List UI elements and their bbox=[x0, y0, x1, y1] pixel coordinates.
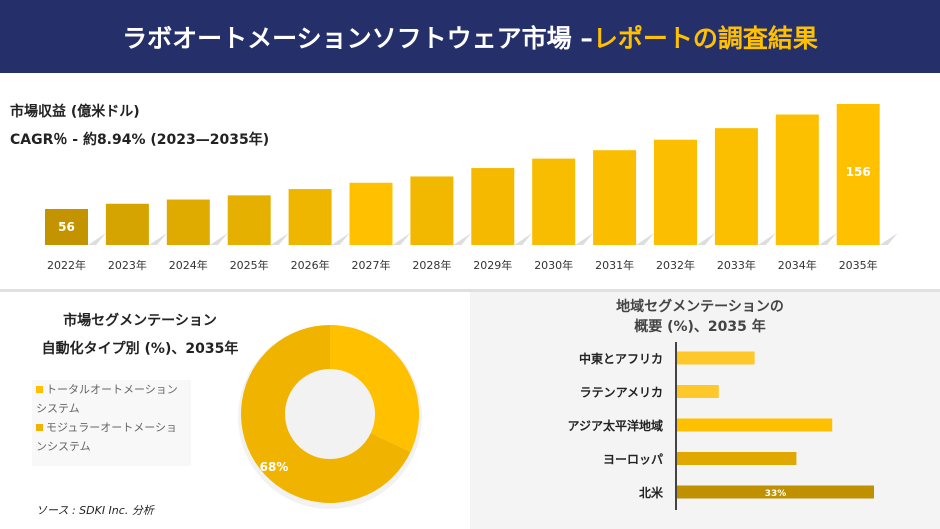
bar-shadow bbox=[879, 233, 898, 245]
revenue-bar bbox=[349, 182, 393, 245]
bar-shadow bbox=[392, 233, 411, 245]
category-label: ヨーロッパ bbox=[603, 453, 663, 467]
category-label: ラテンアメリカ bbox=[580, 386, 663, 400]
x-tick-label: 2023年 bbox=[108, 258, 147, 272]
revenue-bar bbox=[166, 199, 210, 245]
x-tick-label: 2032年 bbox=[656, 258, 695, 272]
bar-shadow bbox=[575, 233, 594, 245]
x-tick-label: 2029年 bbox=[473, 258, 512, 272]
region-bar bbox=[677, 485, 875, 499]
donut-chart: 68% bbox=[238, 325, 422, 509]
x-tick-label: 2025年 bbox=[230, 258, 269, 272]
donut-legend: トータルオートメーションシステム モジュラーオートメーションシステム bbox=[32, 380, 191, 466]
segment-section: 市場セグメンテーション 自動化タイプ別 (%)、2035年 トータルオートメーシ… bbox=[0, 292, 470, 529]
bar-shadow bbox=[331, 233, 350, 245]
bar-shadow bbox=[514, 233, 533, 245]
bar-shadow bbox=[697, 233, 715, 245]
revenue-bar bbox=[836, 104, 880, 245]
revenue-bar bbox=[105, 203, 149, 245]
data-label: 156 bbox=[846, 165, 871, 179]
revenue-bar bbox=[593, 150, 637, 245]
bar-shadow bbox=[148, 233, 167, 245]
revenue-bar bbox=[227, 195, 271, 245]
cagr-text: CAGR％ - 約8.94% (2023—2035年) bbox=[10, 132, 270, 148]
revenue-bar bbox=[532, 158, 576, 245]
revenue-bar bbox=[714, 128, 758, 245]
revenue-bar-chart: 2022年 56 2023年 2024年 2025年 2026年 2027年 2028年 202… bbox=[45, 104, 898, 272]
x-tick-label: 2027年 bbox=[352, 258, 391, 272]
bar-shadow bbox=[88, 233, 106, 245]
bar-shadow bbox=[818, 233, 837, 245]
region-bar bbox=[677, 385, 719, 398]
region-bar bbox=[677, 351, 755, 365]
bar-shadow bbox=[270, 233, 289, 245]
slice-label: 68% bbox=[260, 460, 289, 474]
donut-slice bbox=[330, 325, 419, 452]
x-tick-label: 2031年 bbox=[595, 258, 634, 272]
revenue-bar bbox=[654, 139, 697, 245]
header-title: ラボオートメーションソフトウェア市場 – bbox=[122, 23, 593, 53]
region-bar bbox=[677, 452, 797, 465]
data-label: 56 bbox=[58, 220, 75, 234]
region-title-2: 概要 (%)、2035 年 bbox=[634, 319, 766, 335]
x-tick-label: 2035年 bbox=[839, 258, 878, 272]
x-tick-label: 2022年 bbox=[47, 258, 86, 272]
source-note: ソース : SDKI Inc. 分析 bbox=[36, 504, 154, 517]
divider bbox=[0, 289, 940, 292]
x-tick-label: 2030年 bbox=[534, 258, 573, 272]
donut-slice bbox=[241, 325, 411, 503]
segment-title-2: 自動化タイプ別 (%)、2035年 bbox=[41, 341, 239, 357]
legend-item: モジュラーオートメーションシステム bbox=[36, 421, 178, 453]
report-header: ラボオートメーションソフトウェア市場 – レポートの調査結果 bbox=[0, 0, 940, 73]
revenue-bar bbox=[45, 209, 88, 245]
revenue-bar bbox=[775, 114, 819, 245]
region-bar bbox=[677, 418, 833, 432]
legend-item: トータルオートメーションシステム bbox=[36, 383, 178, 415]
region-section: 地域セグメンテーションの 概要 (%)、2035 年 中東とアフリカ ラテンアメリ… bbox=[470, 292, 940, 529]
category-label: アジア太平洋地域 bbox=[567, 418, 663, 433]
data-label: 33% bbox=[765, 489, 787, 499]
x-tick-label: 2034年 bbox=[778, 258, 817, 272]
category-label: 中東とアフリカ bbox=[579, 351, 663, 366]
legend-swatch bbox=[36, 386, 43, 393]
x-tick-label: 2024年 bbox=[169, 258, 208, 272]
legend-swatch bbox=[36, 424, 43, 431]
bar-shadow bbox=[209, 233, 228, 245]
x-tick-label: 2026年 bbox=[291, 258, 330, 272]
revenue-section: 市場収益 (億米ドル) CAGR％ - 約8.94% (2023—2035年) … bbox=[0, 73, 940, 290]
header-title-highlight: レポートの調査結果 bbox=[592, 23, 818, 53]
bar-shadow bbox=[757, 233, 776, 245]
category-label: 北米 bbox=[639, 485, 664, 500]
region-title-1: 地域セグメンテーションの bbox=[616, 299, 784, 315]
bar-shadow bbox=[453, 233, 472, 245]
revenue-title: 市場収益 (億米ドル) bbox=[10, 104, 140, 120]
x-tick-label: 2033年 bbox=[717, 258, 756, 272]
segment-title-1: 市場セグメンテーション bbox=[63, 313, 217, 329]
revenue-bar bbox=[410, 176, 454, 245]
x-tick-label: 2028年 bbox=[412, 258, 451, 272]
revenue-bar bbox=[471, 168, 515, 245]
bar-shadow bbox=[636, 233, 655, 245]
revenue-bar bbox=[288, 189, 332, 245]
